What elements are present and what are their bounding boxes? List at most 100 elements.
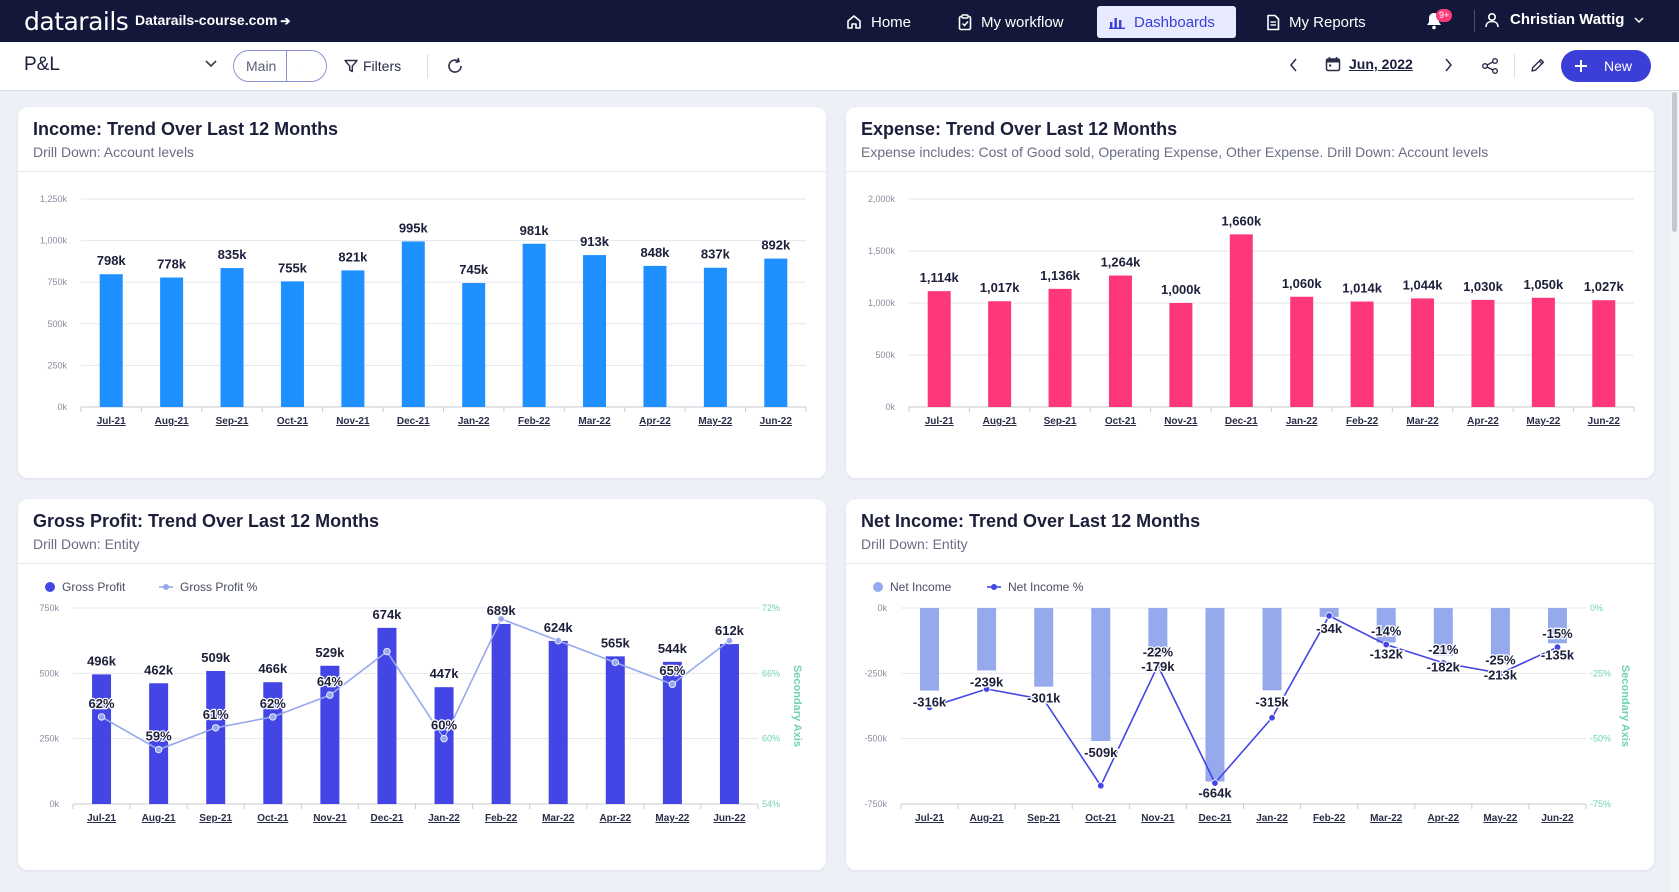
bar xyxy=(643,265,667,407)
legend-marker xyxy=(45,582,55,592)
data-label: 755k xyxy=(278,260,308,275)
datarails-logo[interactable]: datarails xyxy=(24,7,129,36)
filters-button[interactable]: Filters xyxy=(344,58,401,74)
view-select-value: Main xyxy=(234,51,287,81)
x-tick-label: Jun-22 xyxy=(760,416,793,427)
bar xyxy=(99,274,123,407)
gross-profit-combo-chart: 0k 250k 500k 750k Jul-21 Aug-21 Sep-21 Oct-21 No… xyxy=(39,580,803,824)
chevron-down-icon[interactable] xyxy=(205,60,217,68)
card-title[interactable]: Gross Profit: Trend Over Last 12 Months xyxy=(33,511,380,531)
date-label: Jun, 2022 xyxy=(1349,56,1413,72)
line-point xyxy=(1382,640,1390,649)
card-subtitle: Drill Down: Entity xyxy=(861,536,968,552)
chevron-left-icon[interactable] xyxy=(1289,58,1299,72)
card-title[interactable]: Expense: Trend Over Last 12 Months xyxy=(861,119,1178,139)
data-label: 689k xyxy=(487,603,517,618)
net-income-combo-chart: -750k -500k -250k 0k Jul-21 Aug-21 Sep-21 Oct-2… xyxy=(864,580,1631,824)
bar-chart-icon xyxy=(1109,18,1125,29)
refresh-icon[interactable] xyxy=(446,57,464,75)
data-label: -316k xyxy=(913,695,947,710)
clipboard-icon xyxy=(958,13,972,30)
line-point xyxy=(1040,695,1048,704)
legend-label: Gross Profit % xyxy=(180,580,258,594)
bar xyxy=(1262,608,1282,691)
data-label: 1,060k xyxy=(1282,276,1323,291)
bar xyxy=(977,608,997,671)
x-tick-label: Jan-22 xyxy=(1256,813,1288,824)
line-point xyxy=(497,615,505,623)
nav-my-reports-label: My Reports xyxy=(1289,13,1366,31)
scrollbar-thumb[interactable] xyxy=(1672,92,1677,232)
data-label: 1,044k xyxy=(1403,277,1444,292)
scrollbar-track[interactable] xyxy=(1670,91,1679,892)
bar xyxy=(1490,608,1510,664)
x-tick-label: Apr-22 xyxy=(1467,416,1499,427)
x-tick-label: Sep-21 xyxy=(216,416,249,427)
card-title[interactable]: Income: Trend Over Last 12 Months xyxy=(33,119,339,139)
y2-tick-label: -75% xyxy=(1590,799,1611,809)
data-label: 1,030k xyxy=(1463,279,1504,294)
nav-my-reports[interactable]: My Reports xyxy=(1256,6,1376,38)
x-tick-label: Jun-22 xyxy=(713,813,746,824)
data-label: 447k xyxy=(430,666,460,681)
user-menu[interactable]: Christian Wattig xyxy=(1484,11,1654,28)
y-tick-label: 0k xyxy=(885,402,895,412)
plus-icon xyxy=(1575,60,1587,72)
bar xyxy=(703,267,727,407)
notifications-button[interactable]: 9+ xyxy=(1425,9,1453,35)
bar xyxy=(462,283,486,407)
workspace-domain[interactable]: Datarails-course.com ➔ xyxy=(135,12,290,28)
bar xyxy=(1547,608,1567,644)
x-tick-label: Jan-22 xyxy=(428,813,460,824)
chevron-down-icon xyxy=(1634,16,1644,23)
bar xyxy=(1034,608,1054,687)
data-label: 544k xyxy=(658,641,688,656)
y2-tick-label: 66% xyxy=(762,668,780,678)
data-label: 509k xyxy=(201,650,231,665)
line-point xyxy=(1325,612,1333,620)
card-title[interactable]: Net Income: Trend Over Last 12 Months xyxy=(861,511,1201,531)
data-label: 1,660k xyxy=(1221,213,1262,228)
data-label: 778k xyxy=(157,257,187,272)
divider xyxy=(18,171,826,172)
x-tick-label: Apr-22 xyxy=(1427,813,1459,824)
nav-dashboards[interactable]: Dashboards xyxy=(1097,6,1236,38)
chevron-down-icon[interactable] xyxy=(287,62,299,70)
divider xyxy=(846,171,1654,172)
data-label: 995k xyxy=(399,220,429,235)
data-label: 1,014k xyxy=(1342,281,1383,296)
data-label: -132k xyxy=(1370,646,1404,661)
data-label: -21% xyxy=(1428,642,1459,657)
dashboard-title[interactable]: P&L xyxy=(24,54,60,75)
legend-marker xyxy=(873,582,883,592)
data-label: 496k xyxy=(87,653,117,668)
data-label: 892k xyxy=(761,238,791,253)
chevron-right-icon[interactable] xyxy=(1443,58,1453,72)
bar xyxy=(1169,303,1193,407)
x-tick-label: Mar-22 xyxy=(1370,813,1403,824)
nav-my-workflow[interactable]: My workflow xyxy=(948,6,1074,38)
nav-home[interactable]: Home xyxy=(836,6,921,38)
pencil-icon[interactable] xyxy=(1529,57,1546,74)
bar xyxy=(434,687,454,804)
y-tick-label: 0k xyxy=(49,799,59,809)
data-label: 745k xyxy=(459,262,489,277)
bar xyxy=(320,665,340,804)
x-tick-label: Feb-22 xyxy=(485,813,518,824)
legend-label: Gross Profit xyxy=(62,580,126,594)
share-icon[interactable] xyxy=(1481,57,1499,75)
x-tick-label: Jun-22 xyxy=(1541,813,1574,824)
view-select[interactable]: Main xyxy=(233,50,327,82)
x-tick-label: Jan-22 xyxy=(1286,416,1318,427)
x-tick-label: Mar-22 xyxy=(578,416,611,427)
nav-my-workflow-label: My workflow xyxy=(981,13,1064,31)
line-point xyxy=(1268,714,1276,722)
new-button[interactable]: New xyxy=(1561,50,1651,82)
data-label: 62% xyxy=(89,696,115,711)
date-picker[interactable]: Jun, 2022 xyxy=(1325,56,1413,72)
dashboard-toolbar: P&L Main Filters Jun, 2022 New xyxy=(0,42,1679,91)
line-point xyxy=(440,734,448,743)
user-name: Christian Wattig xyxy=(1510,11,1625,28)
y2-tick-label: -25% xyxy=(1590,668,1611,678)
data-label: 1,264k xyxy=(1101,255,1142,270)
